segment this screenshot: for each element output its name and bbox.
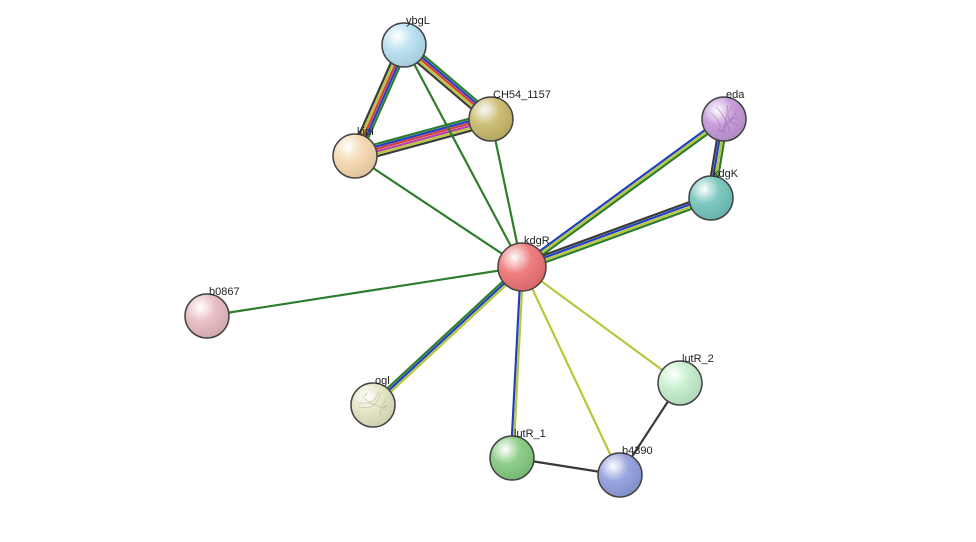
node-eda[interactable] (702, 97, 746, 141)
edges-group (207, 41, 728, 475)
edge-neighborhood (404, 45, 522, 267)
node-lutR_2[interactable] (658, 361, 702, 405)
node-ybgL[interactable] (382, 23, 426, 67)
edge-textmining (522, 267, 620, 475)
edge-neighborhood (523, 201, 712, 270)
node-ogl[interactable] (351, 383, 395, 427)
network-canvas: kdgRybgLCH54_1157kipIedakdgKlutR_2b4390l… (0, 0, 976, 542)
edge-neighborhood (355, 156, 522, 267)
node-kdgR[interactable] (498, 243, 546, 291)
node-kipI[interactable] (333, 134, 377, 178)
node-CH54_1157[interactable] (469, 97, 513, 141)
graph-svg (0, 0, 976, 542)
edge-textmining (522, 267, 680, 383)
node-lutR_1[interactable] (490, 436, 534, 480)
node-b4390[interactable] (598, 453, 642, 497)
edge-textmining (522, 199, 711, 268)
node-kdgK[interactable] (689, 176, 733, 220)
node-b0867[interactable] (185, 294, 229, 338)
edge-coexpression (521, 195, 710, 264)
edge-cooccurrence (522, 197, 711, 266)
edge-textmining (375, 269, 524, 407)
